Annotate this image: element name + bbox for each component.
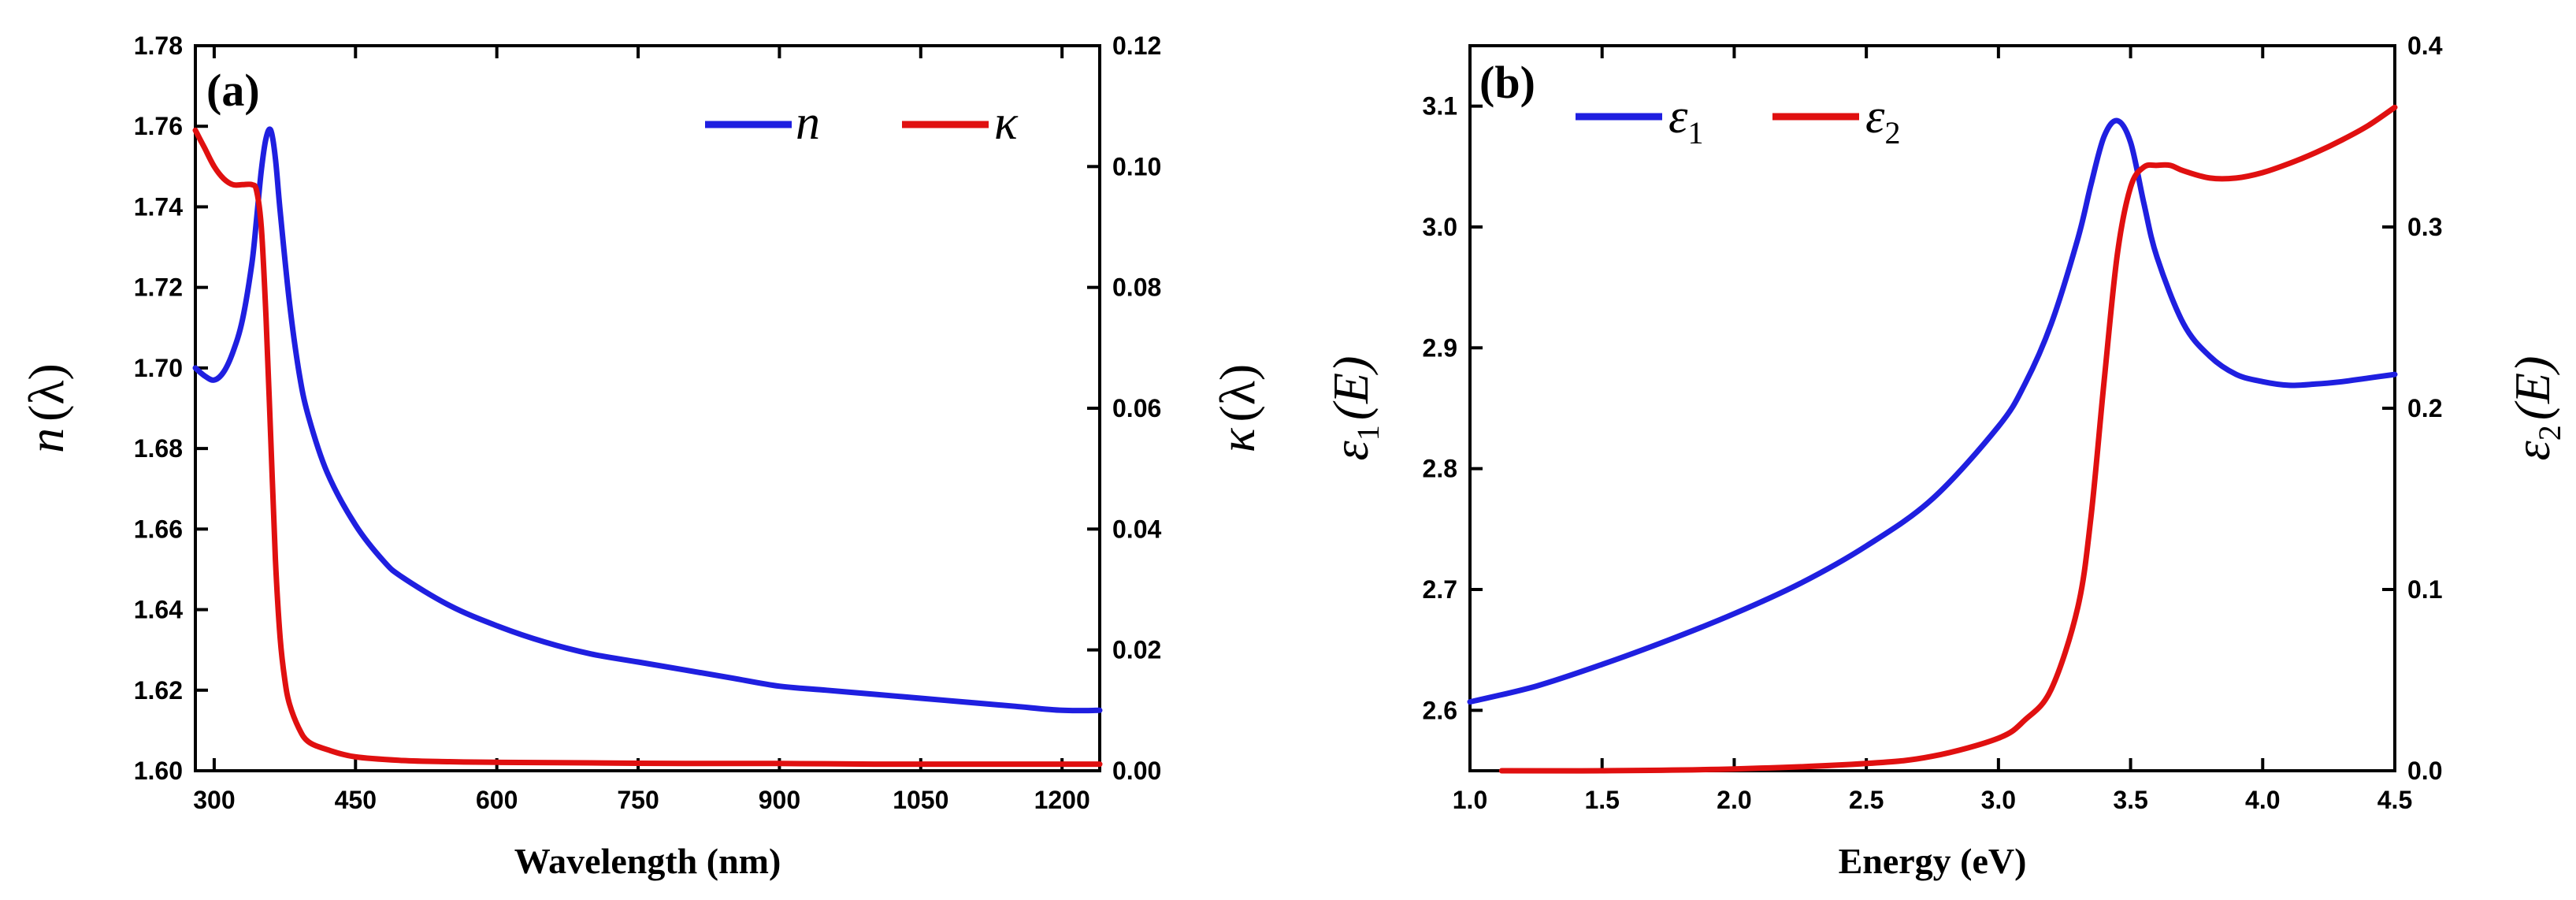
panel-a-ylabel-right-sym: κ [1209,427,1265,452]
x-tick-label: 1200 [1034,786,1090,814]
y-right-tick-label: 0.12 [1112,32,1161,60]
y-left-tick-label: 1.70 [134,354,183,382]
series-line-b-0 [1467,117,2398,705]
y-left-tick-label: 3.1 [1423,92,1457,121]
panel-b-ylabel-left-sub: 1 [1350,425,1386,441]
x-tick-label: 600 [476,786,518,814]
panel-b-ylabel-left-arg: (E) [1323,356,1379,421]
legend-k-label: κ [994,96,1019,150]
y-left-tick-label: 2.7 [1423,575,1457,604]
panel-b-xlabel: Energy (eV) [1839,841,2027,881]
panel-a-ylabel-left-sym: n [18,428,74,453]
x-tick-label: 300 [193,786,235,814]
svg-text:ε1(E): ε1 (E) [1323,356,1386,461]
y-right-tick-label: 0.06 [1112,394,1161,422]
series-line-a-1 [192,127,1103,768]
x-tick-label: 750 [617,786,659,814]
y-right-tick-label: 0.3 [2407,213,2442,241]
panel-b-ylabel-right-sym: ε [2504,440,2560,460]
series-line-a-0 [192,126,1103,714]
svg-text:ε2: ε2 [1865,90,1900,151]
panel-b-ylabel-right-sub: 2 [2532,425,2567,441]
y-right-tick-label: 0.02 [1112,636,1161,664]
legend-e1-label: ε [1668,90,1688,143]
y-right-tick-label: 0.00 [1112,757,1161,785]
panel-a-ylabel-left-arg: (λ) [18,363,74,422]
panel-a-ylabel-right-arg: (λ) [1209,364,1265,422]
svg-text:n(λ): n (λ) [18,363,74,453]
legend-n-label: n [796,96,820,150]
svg-text:ε2(E): ε2 (E) [2504,356,2567,461]
y-left-tick-label: 2.8 [1423,455,1457,483]
panel-b-chart: 1.0 1.5 2.0 2.5 3.0 3.5 4.0 4.5 2.6 2.7 2.8 2.9 3.0 3… [1323,32,2567,881]
x-tick-label: 2.5 [1849,786,1884,814]
panel-a-xlabel: Wavelength (nm) [514,841,781,881]
y-left-tick-label: 1.64 [134,596,183,624]
y-right-tick-label: 0.0 [2407,757,2442,785]
x-tick-label: 1.0 [1453,786,1487,814]
legend-e2-label: ε [1865,90,1885,143]
svg-text:κ(λ): κ (λ) [1209,364,1265,452]
x-tick-label: 3.0 [1981,786,2016,814]
y-left-tick-label: 1.66 [134,515,183,543]
y-left-tick-label: 1.62 [134,676,183,705]
y-left-tick-label: 1.68 [134,434,183,463]
y-left-tick-label: 1.72 [134,273,183,302]
y-right-tick-label: 0.04 [1112,515,1161,543]
y-left-tick-label: 1.74 [134,192,183,221]
panel-a-ylabel-left: n (λ) [18,363,74,453]
panel-a-ticks: 300 450 600 750 900 1050 1200 1.60 1.62 1.64 1.66 1… [134,32,1162,814]
y-left-tick-label: 1.60 [134,757,183,785]
panel-a-tag: (a) [206,65,260,116]
panel-a-ylabel-right: κ (λ) [1209,364,1265,452]
y-right-tick-label: 0.1 [2407,575,2442,604]
panel-b-ticks: 1.0 1.5 2.0 2.5 3.0 3.5 4.0 4.5 2.6 2.7 2.8 2.9 3.0 3… [1423,32,2443,814]
x-tick-label: 900 [759,786,800,814]
x-tick-label: 1050 [893,786,948,814]
x-tick-label: 450 [335,786,377,814]
panel-a-series [192,126,1103,768]
panel-a-legend: n κ [705,96,1019,150]
legend-e1-sub: 1 [1687,115,1703,151]
panel-b-ylabel-left: ε1 (E) [1323,356,1386,461]
y-right-tick-label: 0.10 [1112,152,1161,180]
y-left-tick-label: 2.9 [1423,333,1457,362]
panel-b-ylabel-right-arg: (E) [2504,356,2560,421]
panel-b-series [1467,104,2398,774]
legend-e2-sub: 2 [1884,115,1900,151]
y-left-tick-label: 1.78 [134,32,183,60]
panel-b-ylabel-right: ε2 (E) [2504,356,2567,461]
y-left-tick-label: 3.0 [1423,213,1457,241]
y-right-tick-label: 0.4 [2407,32,2443,60]
y-left-tick-label: 2.6 [1423,696,1457,724]
x-tick-label: 3.5 [2113,786,2147,814]
y-right-tick-label: 0.2 [2407,394,2442,422]
x-tick-label: 4.0 [2245,786,2280,814]
x-tick-label: 2.0 [1717,786,1751,814]
panel-b-tag: (b) [1479,57,1535,108]
panel-a-chart: 300 450 600 750 900 1050 1200 1.60 1.62 1.64 1.66 1… [18,32,1265,881]
panel-b-legend: ε1 ε2 [1576,90,1900,151]
x-tick-label: 1.5 [1584,786,1619,814]
svg-text:ε1: ε1 [1668,90,1703,151]
y-right-tick-label: 0.08 [1112,273,1161,302]
panel-b-ylabel-left-sym: ε [1323,440,1379,460]
y-left-tick-label: 1.76 [134,112,183,140]
x-tick-label: 4.5 [2377,786,2412,814]
series-line-b-1 [1498,104,2398,774]
